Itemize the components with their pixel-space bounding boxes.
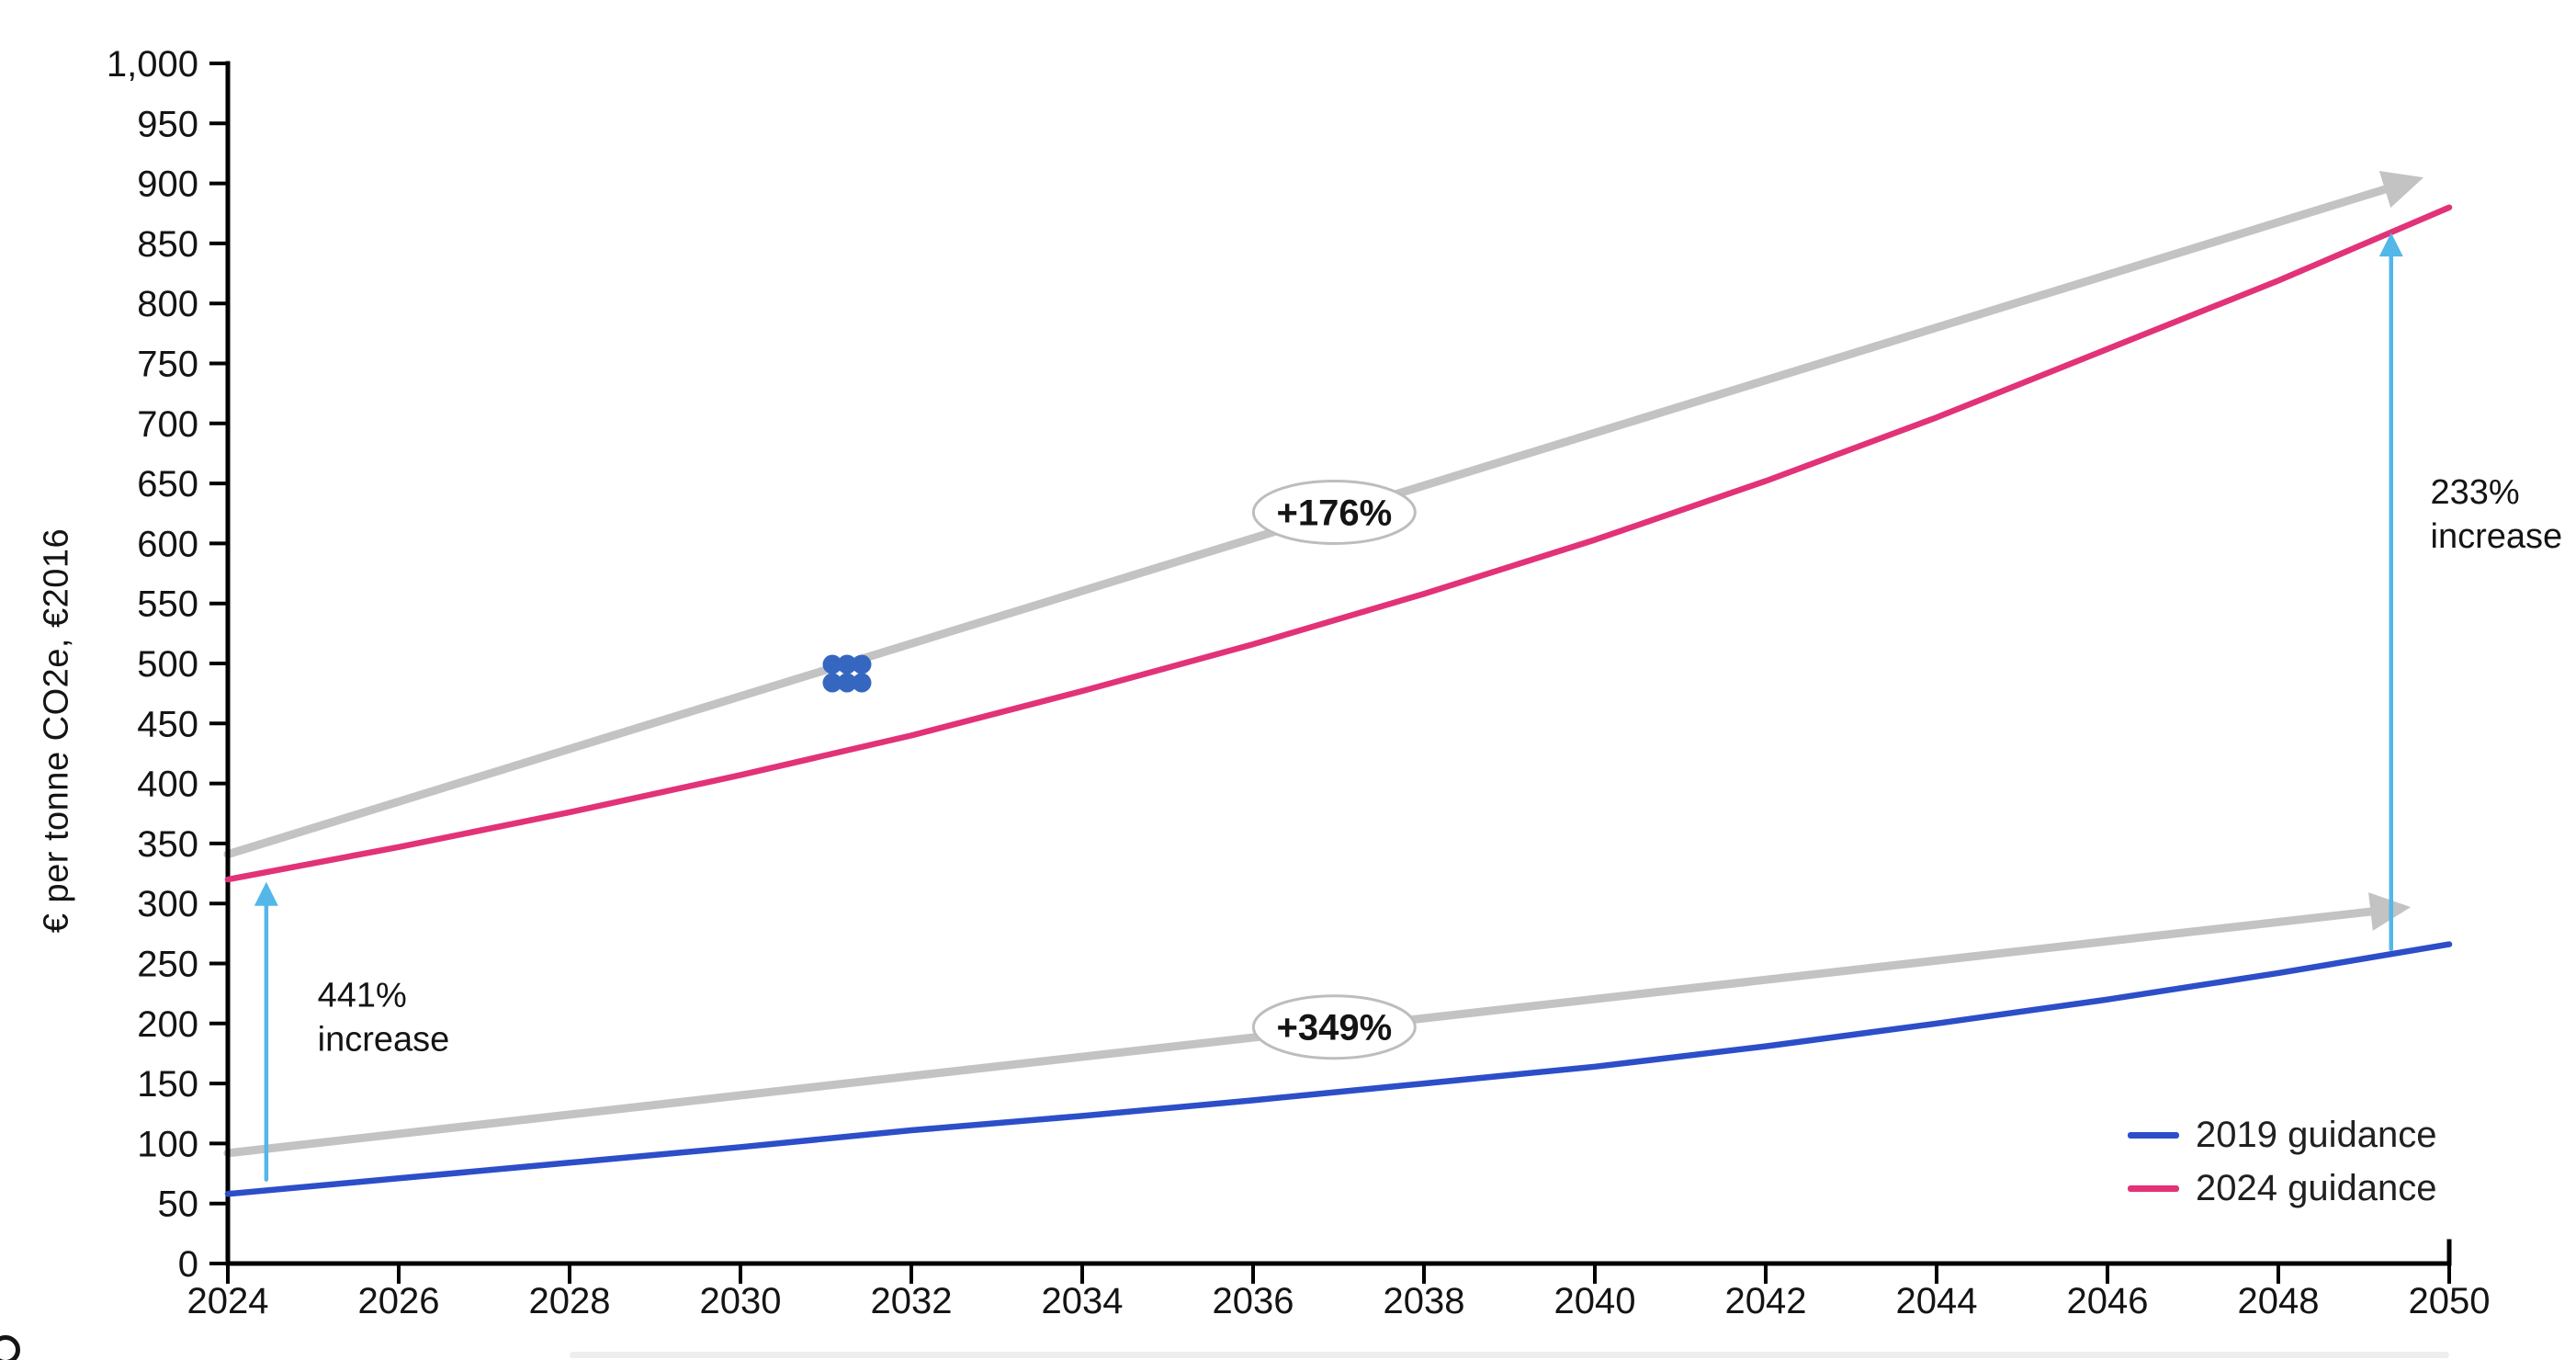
x-tick-label: 2026 [358,1281,440,1321]
y-axis-title: € per tonne CO2e, €2016 [37,527,76,934]
y-tick-label: 850 [137,224,198,265]
y-tick-label: 900 [137,164,198,205]
tick-labels: 0 50 100 150 200 250 300 350 400 450 500 550 600 650 7… [107,44,2491,1321]
series-line-2019-guidance [224,941,2453,1197]
x-tick-label: 2042 [1725,1281,1807,1321]
x-tick-label: 2038 [1384,1281,1465,1321]
y-tick-label: 400 [137,765,198,805]
legend-label-2024: 2024 guidance [2196,1167,2437,1208]
x-tick-label: 2050 [2409,1281,2491,1321]
x-tick-label: 2032 [871,1281,953,1321]
x-tick-label: 2044 [1896,1281,1978,1321]
right-increase-arrow: 233% increase [2378,232,2563,952]
y-tick-label: 450 [137,704,198,744]
y-tick-label: 800 [137,284,198,324]
legend-item-2024-guidance: 2024 guidance [2128,1162,2436,1215]
bottom-edge-artifact [570,1352,2449,1358]
trend-percent-label: +349% [1277,1008,1393,1048]
x-tick-label: 2040 [1554,1281,1636,1321]
x-tick-label: 2034 [1042,1281,1124,1321]
y-tick-label: 300 [137,884,198,924]
dot-cluster-icon [822,654,872,693]
x-tick-label: 2030 [700,1281,782,1321]
x-tick-label: 2028 [529,1281,611,1321]
y-tick-label: 150 [137,1064,198,1105]
x-tick-label: 2024 [187,1281,269,1321]
legend-item-2019-guidance: 2019 guidance [2128,1108,2436,1162]
y-tick-label: 350 [137,824,198,865]
trend-percent-label: +176% [1277,493,1393,533]
y-tick-label: 750 [137,345,198,385]
y-tick-label: 650 [137,464,198,504]
x-tick-label: 2036 [1213,1281,1294,1321]
left-increase-arrow: 441% increase [254,881,450,1182]
x-tick-label: 2048 [2238,1281,2320,1321]
increase-label-line: 441% [318,976,407,1014]
y-tick-label: 0 [178,1244,198,1285]
increase-label-line: increase [2431,517,2563,556]
legend: 2019 guidance 2024 guidance [2128,1108,2436,1215]
upper-trend-arrow-label: +176% [1251,479,1417,545]
y-tick-label: 950 [137,104,198,144]
axes [225,61,2452,1266]
lower-trend-arrow-label: +349% [1251,994,1417,1060]
legend-label-2019: 2019 guidance [2196,1114,2437,1155]
legend-swatch-2024 [2128,1184,2179,1192]
y-tick-label: 200 [137,1004,198,1045]
cropped-logo-fragment [0,1335,20,1360]
series-line-2024-guidance [224,204,2453,883]
y-tick-label: 550 [137,584,198,625]
y-tick-label: 100 [137,1124,198,1164]
legend-swatch-2019 [2128,1131,2179,1139]
y-tick-label: 600 [137,524,198,564]
y-tick-label: 250 [137,945,198,985]
y-tick-label: 500 [137,644,198,685]
y-tick-label: 700 [137,404,198,445]
x-tick-label: 2046 [2067,1281,2149,1321]
y-tick-label: 1,000 [107,44,198,85]
increase-label-line: increase [318,1020,450,1059]
increase-label-line: 233% [2431,473,2520,512]
tick-marks [209,62,2451,1284]
y-tick-label: 50 [158,1184,199,1225]
